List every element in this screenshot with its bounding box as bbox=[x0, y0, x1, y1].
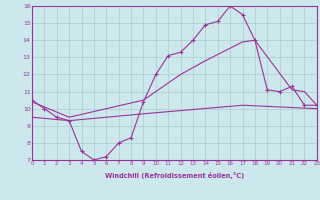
X-axis label: Windchill (Refroidissement éolien,°C): Windchill (Refroidissement éolien,°C) bbox=[105, 172, 244, 179]
